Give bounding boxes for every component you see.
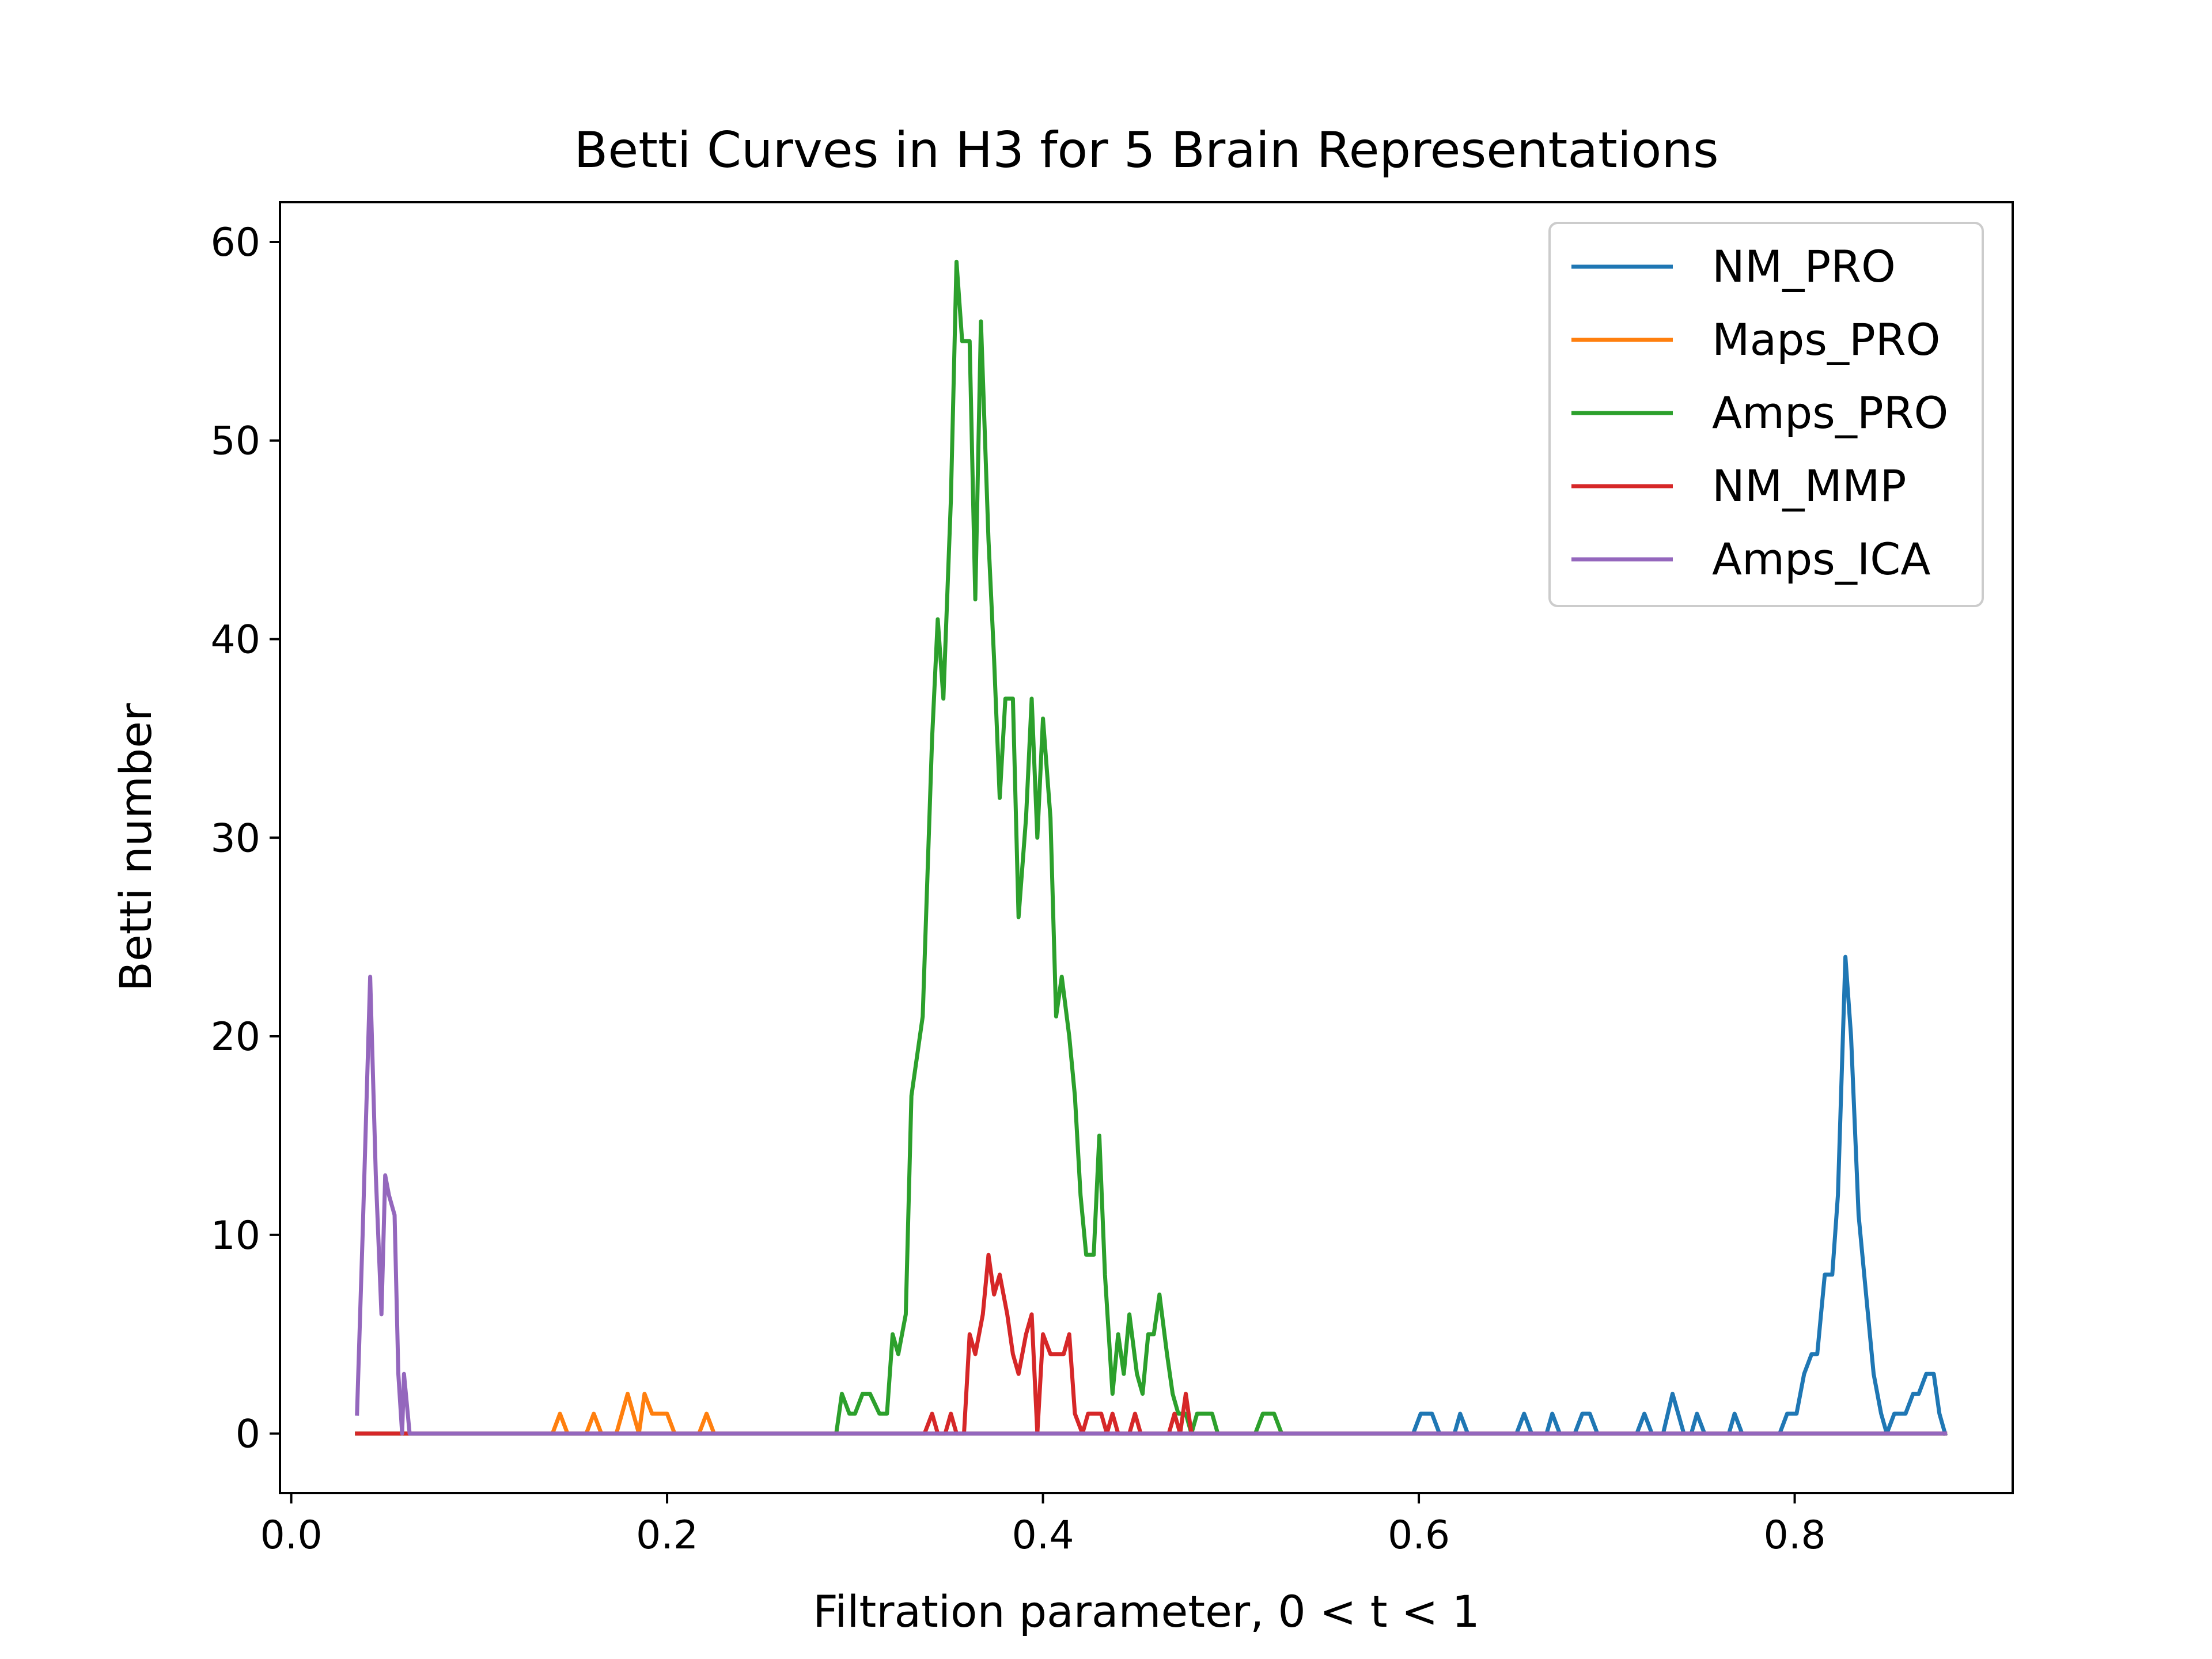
y-tick-label: 0 bbox=[236, 1412, 260, 1457]
series-line-amps-ica bbox=[355, 975, 1948, 1436]
y-tick-label: 30 bbox=[210, 816, 260, 861]
series-line-amps-pro bbox=[355, 259, 1948, 1436]
x-axis-label: Filtration parameter, 0 < t < 1 bbox=[813, 1586, 1480, 1637]
series-layer bbox=[355, 259, 1948, 1436]
y-tick-label: 40 bbox=[210, 617, 260, 662]
legend-label: Amps_ICA bbox=[1712, 533, 1930, 585]
x-tick-label: 0.6 bbox=[1388, 1513, 1450, 1558]
y-tick-label: 20 bbox=[210, 1014, 260, 1060]
legend: NM_PRO Maps_PRO Amps_PRO NM_MMP Amps_ICA bbox=[1548, 222, 1984, 607]
y-tick-label: 60 bbox=[210, 220, 260, 266]
x-tick-label: 0.8 bbox=[1763, 1513, 1825, 1558]
x-axis: 0.0 0.2 0.4 0.6 0.8 bbox=[260, 1493, 1826, 1558]
y-axis-label: Betti number bbox=[110, 703, 161, 991]
y-axis: 0 10 20 30 40 50 60 bbox=[210, 220, 280, 1457]
axes-frame bbox=[279, 201, 2014, 1494]
x-tick-label: 0.0 bbox=[260, 1513, 322, 1558]
legend-label: Amps_PRO bbox=[1712, 387, 1948, 438]
y-tick-label: 10 bbox=[210, 1213, 260, 1259]
legend-label: NM_MMP bbox=[1712, 460, 1906, 512]
legend-label: NM_PRO bbox=[1712, 241, 1896, 292]
legend-label: Maps_PRO bbox=[1712, 314, 1940, 365]
x-tick-label: 0.2 bbox=[636, 1513, 698, 1558]
legend-box bbox=[1548, 222, 1984, 607]
chart-title: Betti Curves in H3 for 5 Brain Represent… bbox=[574, 122, 1718, 179]
y-tick-label: 50 bbox=[210, 419, 260, 464]
x-tick-label: 0.4 bbox=[1012, 1513, 1074, 1558]
series-line-maps-pro bbox=[355, 1392, 1948, 1436]
